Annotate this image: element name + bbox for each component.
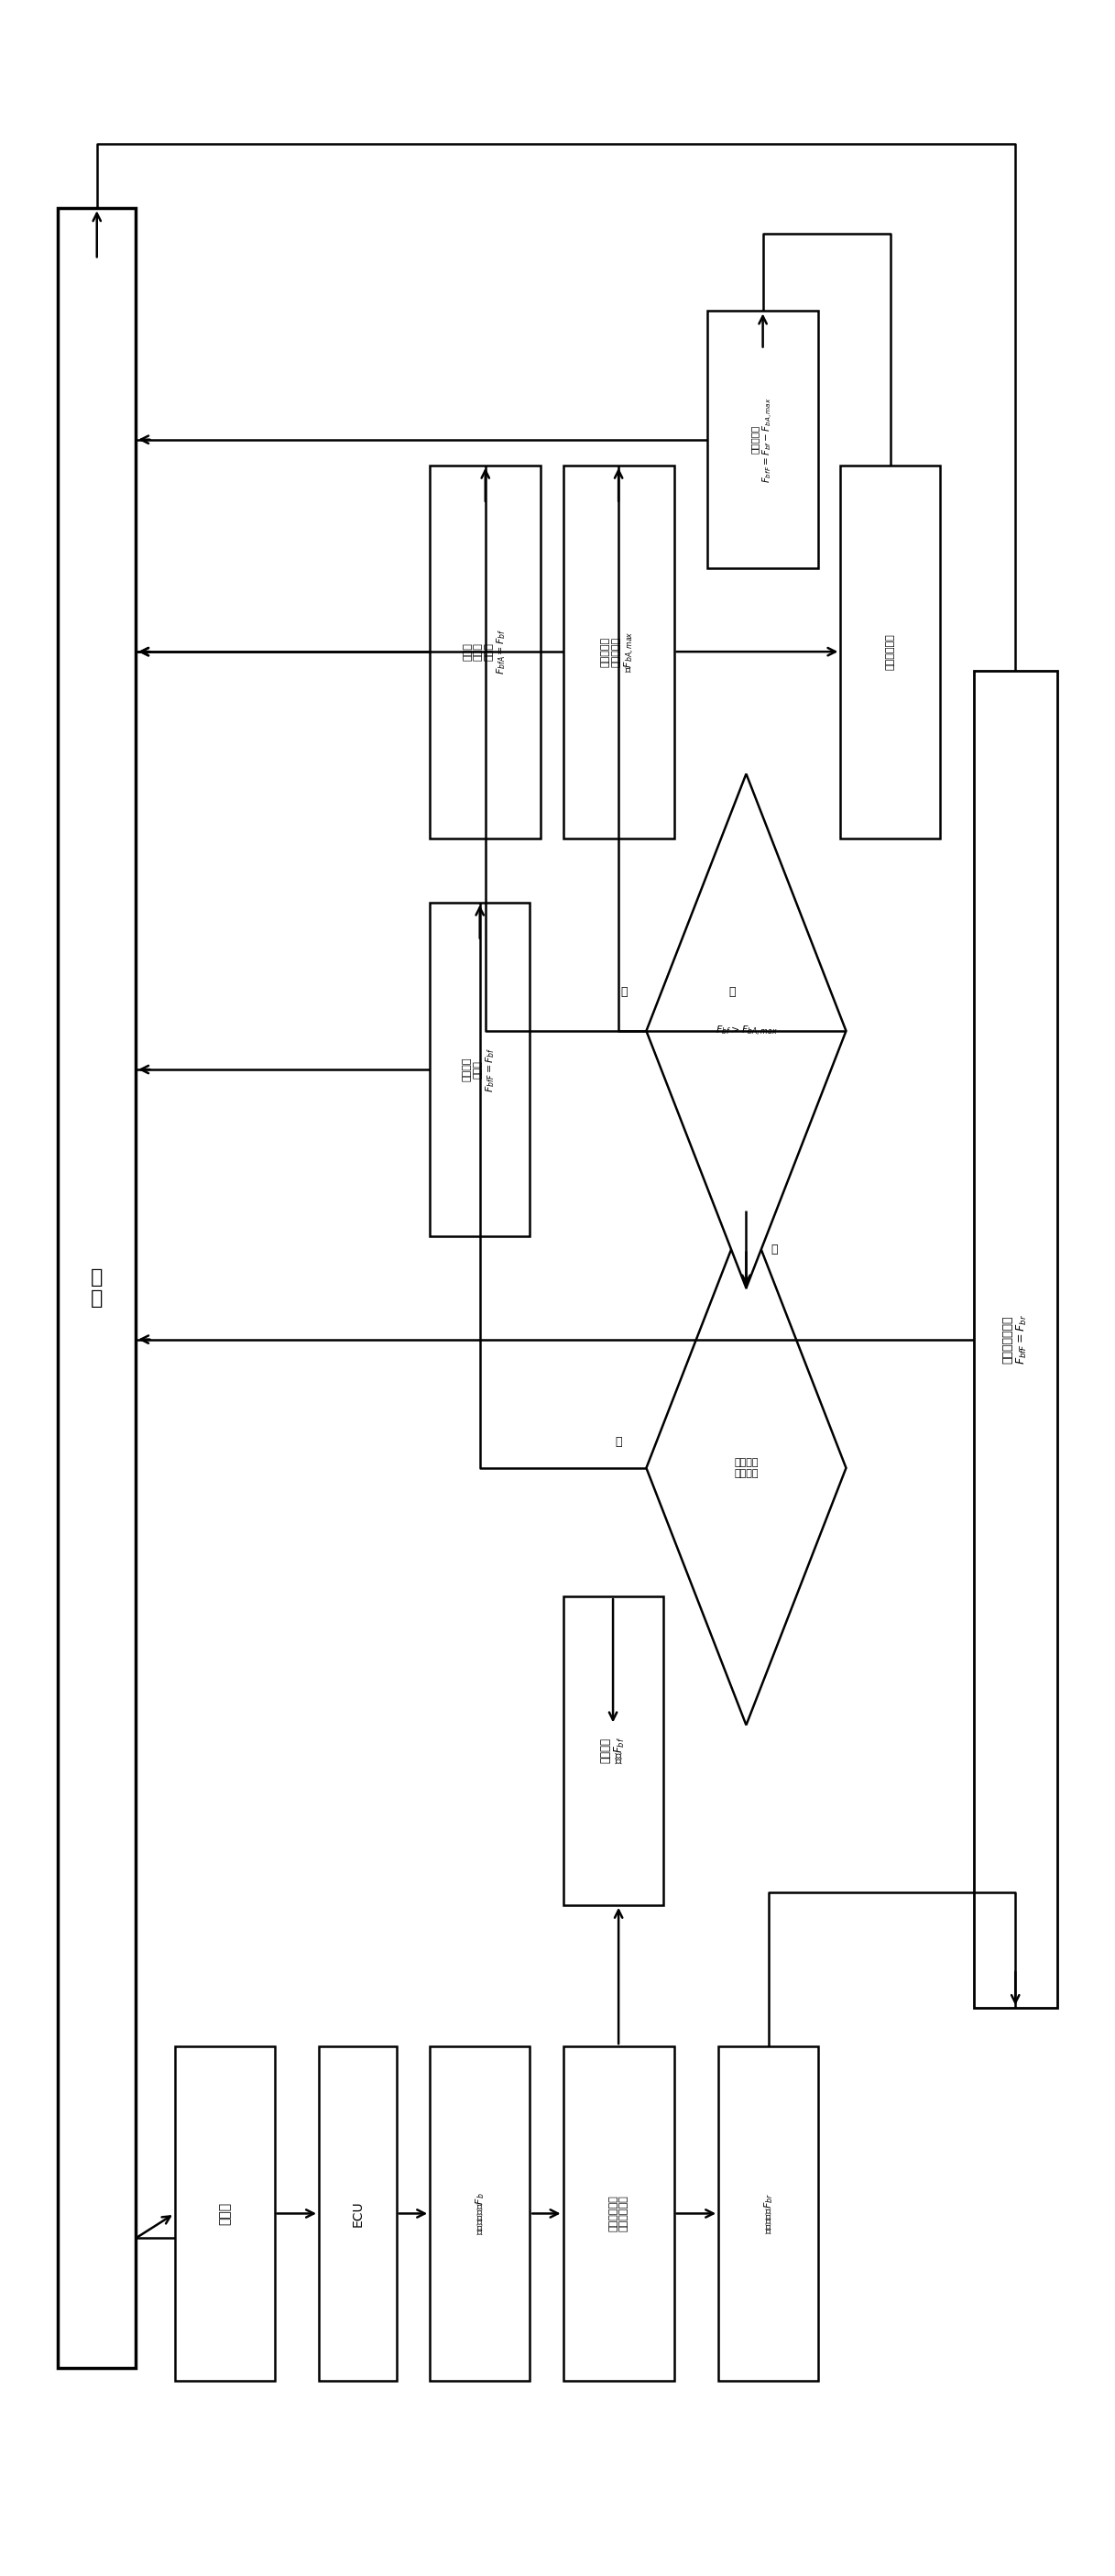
Text: 只采用摩
擦制动
$F_{bfF}=F_{bf}$: 只采用摩 擦制动 $F_{bfF}=F_{bf}$ xyxy=(463,1046,497,1092)
Text: 是: 是 xyxy=(615,1437,622,1448)
Text: 采用复合制动: 采用复合制动 xyxy=(886,634,895,670)
FancyBboxPatch shape xyxy=(563,2045,675,2380)
Text: 只采用
压缩气
气制动
$F_{bfA}=F_{bf}$: 只采用 压缩气 气制动 $F_{bfA}=F_{bf}$ xyxy=(463,629,507,675)
Text: 摩擦制动力
$F_{bfF}=F_{bf}-F_{bA,max}$: 摩擦制动力 $F_{bfF}=F_{bf}-F_{bA,max}$ xyxy=(750,397,775,482)
Text: $F_{bf}>F_{bA,max}$: $F_{bf}>F_{bA,max}$ xyxy=(715,1025,777,1038)
FancyBboxPatch shape xyxy=(58,209,136,2367)
Text: 将制动力面从
分量至前后轴: 将制动力面从 分量至前后轴 xyxy=(609,2195,629,2231)
Polygon shape xyxy=(647,773,846,1288)
Text: 是: 是 xyxy=(729,987,736,999)
Text: 是否紧急
情况制动: 是否紧急 情况制动 xyxy=(734,1458,758,1479)
FancyBboxPatch shape xyxy=(563,466,675,837)
Text: 传感器: 传感器 xyxy=(219,2202,231,2226)
FancyBboxPatch shape xyxy=(718,2045,818,2380)
Text: 否: 否 xyxy=(770,1244,777,1255)
Text: 所需总制动力$F_b$: 所需总制动力$F_b$ xyxy=(474,2192,486,2236)
Text: 压缩空气制
动力至最大
值$F_{bA,max}$: 压缩空气制 动力至最大 值$F_{bA,max}$ xyxy=(601,631,637,672)
FancyBboxPatch shape xyxy=(841,466,940,837)
Text: 只有摩擦制动力
$F_{bfF}=F_{br}$: 只有摩擦制动力 $F_{bfF}=F_{br}$ xyxy=(1001,1314,1029,1365)
FancyBboxPatch shape xyxy=(319,2045,397,2380)
Polygon shape xyxy=(647,1211,846,1726)
FancyBboxPatch shape xyxy=(430,466,541,837)
FancyBboxPatch shape xyxy=(563,1597,663,1906)
Text: ECU: ECU xyxy=(351,2200,365,2226)
FancyBboxPatch shape xyxy=(430,902,530,1236)
Text: 前轴制动
动力$F_{bf}$: 前轴制动 动力$F_{bf}$ xyxy=(599,1736,627,1765)
Text: 否: 否 xyxy=(621,987,628,999)
FancyBboxPatch shape xyxy=(430,2045,530,2380)
Text: 后轴制动力$F_{br}$: 后轴制动力$F_{br}$ xyxy=(762,2192,775,2233)
FancyBboxPatch shape xyxy=(707,312,818,569)
FancyBboxPatch shape xyxy=(175,2045,274,2380)
Text: 车
辆: 车 辆 xyxy=(90,1267,103,1309)
FancyBboxPatch shape xyxy=(973,670,1057,2007)
